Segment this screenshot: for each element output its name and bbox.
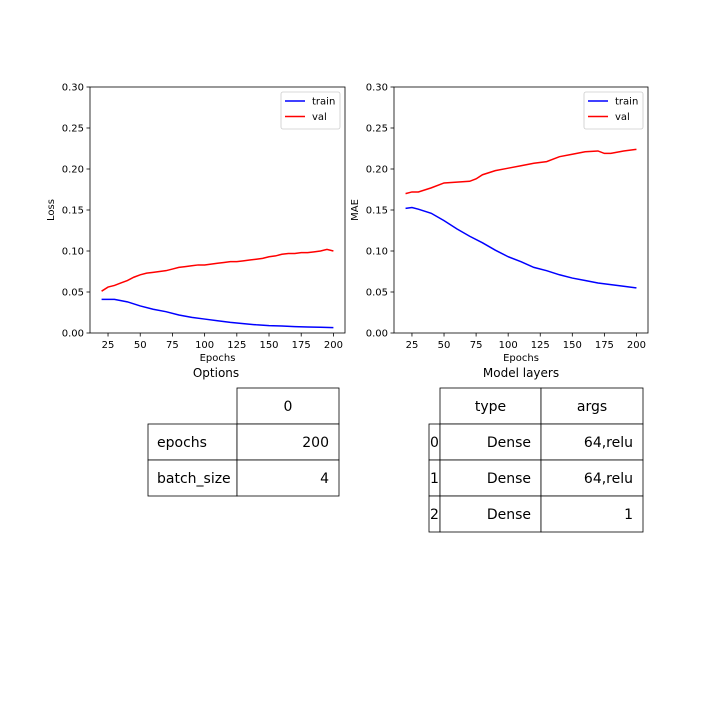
loss-y-tick-label: 0.25 bbox=[62, 124, 84, 135]
layers-cell-value: 64,relu bbox=[584, 435, 633, 451]
loss-x-tick-label: 200 bbox=[324, 340, 343, 351]
layers-header-cell bbox=[540, 387, 644, 425]
loss-y-tick-label: 0.05 bbox=[62, 288, 84, 299]
mae-x-axis-label: Epochs bbox=[503, 353, 539, 364]
mae-y-tick-label: 0.05 bbox=[366, 288, 388, 299]
mae-x-tick-label: 50 bbox=[438, 340, 451, 351]
mae-x-tick-label: 100 bbox=[499, 340, 518, 351]
layers-row-label: 0 bbox=[430, 435, 439, 451]
layers-data-cell bbox=[439, 459, 542, 497]
layers-row-label: 1 bbox=[430, 471, 439, 487]
layers-row-label: 2 bbox=[430, 507, 439, 523]
options-data-cell bbox=[236, 459, 340, 497]
mae-x-tick-label: 175 bbox=[595, 340, 614, 351]
mae-x-tick-label: 25 bbox=[406, 340, 419, 351]
loss-x-tick-label: 75 bbox=[166, 340, 179, 351]
loss-y-tick-label: 0.20 bbox=[62, 165, 84, 176]
layers-title: Model layers bbox=[483, 366, 559, 380]
loss-x-tick-label: 50 bbox=[134, 340, 147, 351]
mae-chart: 25 50 75 100 125 150 175 200 0.00 0.05 0.10 0.15 0.2… bbox=[350, 83, 649, 364]
loss-y-tick-label: 0.10 bbox=[62, 247, 84, 258]
mae-x-tick-label: 200 bbox=[627, 340, 646, 351]
mae-x-tick-label: 75 bbox=[470, 340, 483, 351]
options-row-label: epochs bbox=[157, 435, 207, 451]
layers-column-header: type bbox=[475, 399, 506, 415]
mae-x-tick-label: 125 bbox=[531, 340, 550, 351]
mae-y-tick-label: 0.15 bbox=[366, 206, 388, 217]
loss-x-tick-label: 125 bbox=[227, 340, 246, 351]
loss-legend-label-val: val bbox=[312, 112, 327, 123]
loss-x-axis-label: Epochs bbox=[200, 353, 236, 364]
loss-x-tick-label: 25 bbox=[102, 340, 115, 351]
options-table: Options 0 epochs 200 batch_size 4 bbox=[147, 366, 340, 497]
loss-chart: 25 50 75 100 125 150 175 200 0.00 0.05 0.10 0.15 0.2… bbox=[46, 83, 346, 364]
layers-data-cell bbox=[439, 495, 542, 533]
mae-series-val-line bbox=[405, 148, 637, 195]
loss-y-tick-label: 0.15 bbox=[62, 206, 84, 217]
loss-y-tick-label: 0.00 bbox=[62, 329, 84, 340]
model-layers-table: Model layers type args 0 Dense 64,relu 1 Dense 6… bbox=[428, 366, 644, 533]
mae-x-tick-label: 150 bbox=[563, 340, 582, 351]
layers-cell-value: Dense bbox=[487, 471, 531, 487]
mae-y-tick-label: 0.20 bbox=[366, 165, 388, 176]
loss-series-val-line bbox=[101, 248, 334, 292]
options-cell-value: 4 bbox=[320, 471, 329, 487]
layers-cell-value: 64,relu bbox=[584, 471, 633, 487]
loss-legend-label-train: train bbox=[312, 97, 335, 108]
layers-data-cell bbox=[540, 495, 644, 533]
layers-cell-value: 1 bbox=[624, 507, 633, 523]
mae-y-tick-label: 0.25 bbox=[366, 124, 388, 135]
options-cell-value: 200 bbox=[302, 435, 329, 451]
mae-y-axis-label: MAE bbox=[350, 199, 361, 221]
layers-column-header: args bbox=[577, 399, 607, 415]
mae-y-tick-label: 0.30 bbox=[366, 83, 388, 94]
options-title: Options bbox=[193, 366, 239, 380]
mae-y-tick-label: 0.00 bbox=[366, 329, 388, 340]
options-column-header: 0 bbox=[284, 399, 293, 415]
loss-series-train-line bbox=[101, 298, 334, 329]
mae-legend-label-val: val bbox=[615, 112, 630, 123]
options-row-label: batch_size bbox=[157, 471, 231, 487]
options-data-cell bbox=[236, 423, 340, 461]
mae-legend-label-train: train bbox=[615, 97, 638, 108]
mae-series-train-line bbox=[405, 206, 637, 289]
loss-x-tick-label: 150 bbox=[259, 340, 278, 351]
layers-data-cell bbox=[540, 459, 644, 497]
layers-cell-value: Dense bbox=[487, 435, 531, 451]
options-row-label-cell bbox=[147, 423, 238, 461]
layers-data-cell bbox=[540, 423, 644, 461]
loss-x-tick-label: 100 bbox=[195, 340, 214, 351]
loss-x-tick-label: 175 bbox=[292, 340, 311, 351]
layers-data-cell bbox=[439, 423, 542, 461]
loss-y-axis-label: Loss bbox=[46, 199, 57, 221]
mae-y-tick-label: 0.10 bbox=[366, 247, 388, 258]
loss-y-tick-label: 0.30 bbox=[62, 83, 84, 94]
layers-cell-value: Dense bbox=[487, 507, 531, 523]
